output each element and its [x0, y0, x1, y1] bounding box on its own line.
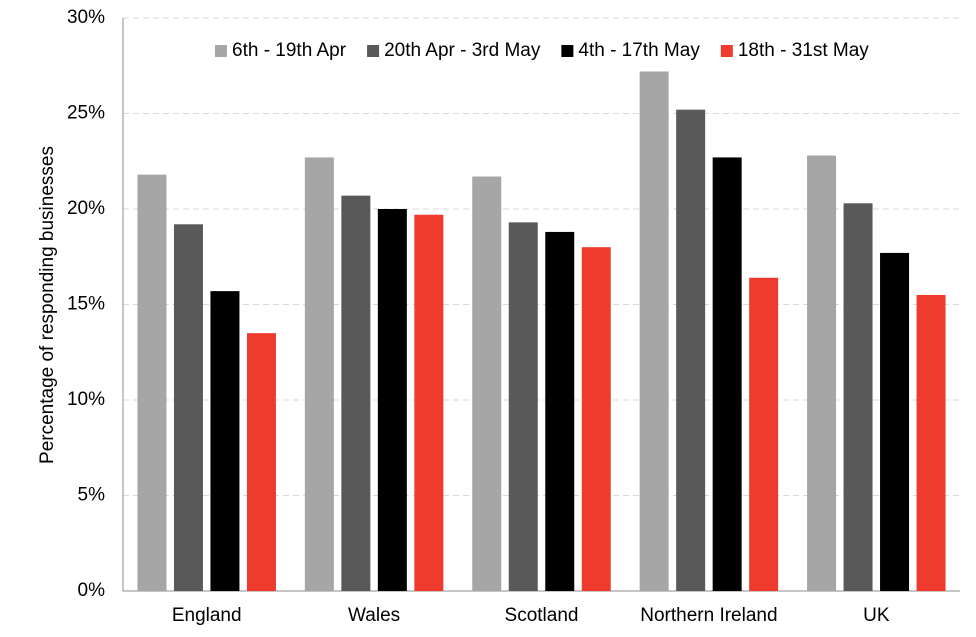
- bar: [916, 294, 946, 591]
- bar: [210, 291, 240, 591]
- y-tick-label: 15%: [67, 294, 105, 315]
- bar: [545, 231, 575, 592]
- legend-swatch: [367, 45, 380, 57]
- y-axis-label: Percentage of responding businesses: [37, 146, 58, 464]
- y-tick-label: 30%: [67, 7, 105, 28]
- bar: [807, 155, 837, 591]
- legend-swatch: [720, 45, 733, 57]
- y-tick-label: 10%: [67, 389, 105, 410]
- bar: [676, 109, 706, 592]
- bar: [173, 224, 203, 591]
- bar: [304, 157, 334, 591]
- bar: [508, 222, 538, 591]
- legend-label: 18th - 31st May: [738, 40, 869, 61]
- bar: [749, 277, 779, 591]
- bar: [880, 252, 910, 591]
- bar: [712, 157, 742, 591]
- x-tick-label: UK: [863, 605, 890, 626]
- legend-label: 6th - 19th Apr: [232, 40, 347, 61]
- y-tick-label: 25%: [67, 103, 105, 124]
- x-tick-label: England: [172, 605, 242, 626]
- x-tick-label: Wales: [348, 605, 400, 626]
- x-tick-label: Scotland: [505, 605, 579, 626]
- y-tick-label: 0%: [78, 580, 106, 601]
- x-tick-label: Northern Ireland: [640, 605, 777, 626]
- legend-swatch: [215, 45, 227, 57]
- y-tick-label: 20%: [67, 198, 105, 219]
- bar: [472, 176, 502, 591]
- bar: [137, 174, 167, 591]
- legend-label: 20th Apr - 3rd May: [384, 40, 541, 61]
- bar: [581, 247, 611, 591]
- y-tick-label: 5%: [78, 485, 106, 506]
- bar: [414, 214, 444, 592]
- legend-label: 4th - 17th May: [578, 40, 700, 61]
- bar: [246, 333, 276, 591]
- bar: [377, 209, 407, 591]
- bar: [843, 203, 873, 591]
- bar: [639, 71, 669, 592]
- legend-swatch: [561, 45, 574, 57]
- bar: [341, 195, 371, 591]
